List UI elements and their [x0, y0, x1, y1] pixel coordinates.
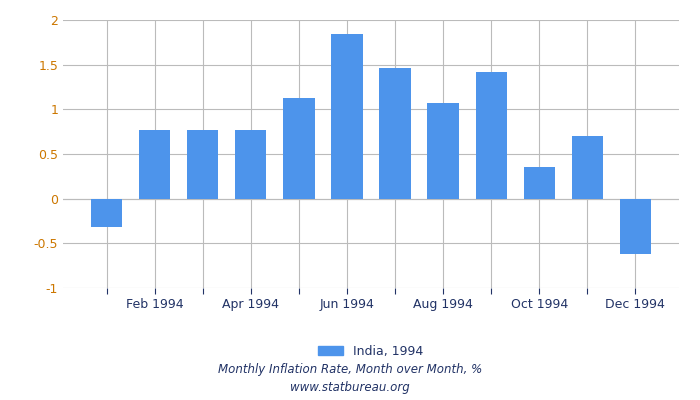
Bar [379, 68, 411, 199]
Bar [235, 130, 267, 199]
Bar [284, 98, 314, 199]
Bar [620, 199, 651, 254]
Bar [572, 136, 603, 199]
Bar [187, 130, 218, 199]
Bar [428, 103, 458, 199]
Bar [91, 199, 122, 227]
Text: Monthly Inflation Rate, Month over Month, %: Monthly Inflation Rate, Month over Month… [218, 364, 482, 376]
Legend: India, 1994: India, 1994 [314, 340, 428, 363]
Bar [524, 167, 555, 199]
Bar [139, 130, 170, 199]
Bar [331, 34, 363, 199]
Bar [475, 72, 507, 199]
Text: www.statbureau.org: www.statbureau.org [290, 382, 410, 394]
